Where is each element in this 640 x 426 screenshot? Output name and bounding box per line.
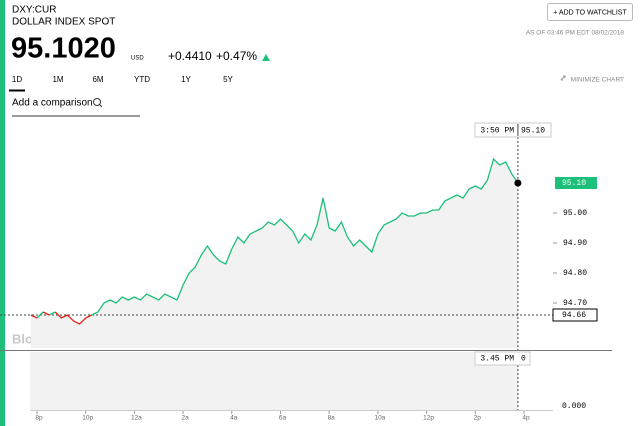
tab[interactable]: 6M bbox=[92, 75, 103, 84]
minimize-chart[interactable]: MINIMIZE CHART bbox=[571, 77, 624, 84]
y-tick-label: 95.00 bbox=[563, 209, 587, 218]
volume-panel-bg bbox=[30, 352, 518, 410]
x-tick-label: 8a bbox=[328, 415, 336, 422]
change-pct: +0.47% bbox=[216, 49, 257, 63]
x-tick-label: 6a bbox=[279, 415, 287, 422]
x-tick-label: 2p bbox=[474, 415, 482, 422]
price: 95.1020 bbox=[11, 33, 116, 65]
x-tick-label: 2a bbox=[181, 415, 189, 422]
crosshair-value: 95.10 bbox=[521, 127, 545, 136]
minimize-icon bbox=[560, 75, 566, 81]
tab[interactable]: 1Y bbox=[181, 75, 191, 84]
crosshair-box bbox=[474, 122, 552, 138]
y-tick-label: 94.70 bbox=[563, 299, 587, 308]
instrument-name: DOLLAR INDEX SPOT bbox=[12, 17, 115, 28]
crosshair-time: 3:50 PM bbox=[480, 127, 514, 136]
x-tick-label: 4a bbox=[230, 415, 238, 422]
x-tick-label: 10p bbox=[82, 415, 93, 422]
currency: USD bbox=[131, 56, 144, 62]
watchlist-button[interactable]: + ADD TO WATCHLIST bbox=[547, 3, 633, 21]
reference-label: 94.66 bbox=[562, 311, 586, 320]
x-tick-label: 12a bbox=[131, 415, 142, 422]
up-arrow bbox=[262, 54, 270, 61]
price-line bbox=[42, 311, 50, 316]
last-price-box bbox=[555, 177, 597, 189]
as-of: AS OF 03:46 PM EDT 08/02/2018 bbox=[526, 30, 625, 37]
price-line bbox=[48, 311, 56, 316]
comparison-input[interactable]: Add a comparison bbox=[12, 98, 93, 109]
tabs: 1D 1M 6M YTD 1Y 5Y bbox=[9, 75, 234, 92]
x-tick-label: 10a bbox=[374, 415, 385, 422]
x-tick-label: 8p bbox=[35, 415, 43, 422]
y-tick-label: 94.90 bbox=[563, 239, 587, 248]
volume-axis-label: 0.000 bbox=[562, 402, 586, 411]
last-price-label: 95.10 bbox=[562, 179, 586, 188]
last-point bbox=[514, 179, 522, 187]
button-label[interactable]: + ADD TO WATCHLIST bbox=[553, 9, 627, 16]
tab[interactable]: YTD bbox=[134, 75, 150, 84]
x-tick-label: 12p bbox=[423, 415, 434, 422]
volume-time: 3.45 PM bbox=[480, 355, 514, 364]
price-line bbox=[30, 314, 38, 319]
symbol: DXY:CUR bbox=[12, 5, 56, 16]
volume-value: 0 bbox=[521, 355, 526, 364]
y-tick-label: 94.80 bbox=[563, 269, 587, 278]
tab[interactable]: 1M bbox=[52, 75, 63, 84]
volume-box bbox=[474, 351, 531, 366]
reference-label-box bbox=[552, 308, 598, 322]
price-line bbox=[91, 157, 519, 316]
x-tick-label: 4p bbox=[522, 415, 530, 422]
search-icon-handle bbox=[99, 104, 103, 108]
accent-bar bbox=[0, 0, 5, 426]
area bbox=[30, 159, 518, 348]
button-frame bbox=[547, 3, 633, 21]
search-icon bbox=[93, 98, 101, 106]
change: +0.4410 bbox=[168, 49, 212, 63]
plot: BloombergMarkets94.7094.8094.9095.008p10… bbox=[0, 122, 598, 422]
tab[interactable]: 1D bbox=[12, 75, 22, 84]
price-line bbox=[54, 311, 93, 325]
tab[interactable]: 5Y bbox=[223, 75, 233, 84]
price-line bbox=[36, 311, 44, 319]
